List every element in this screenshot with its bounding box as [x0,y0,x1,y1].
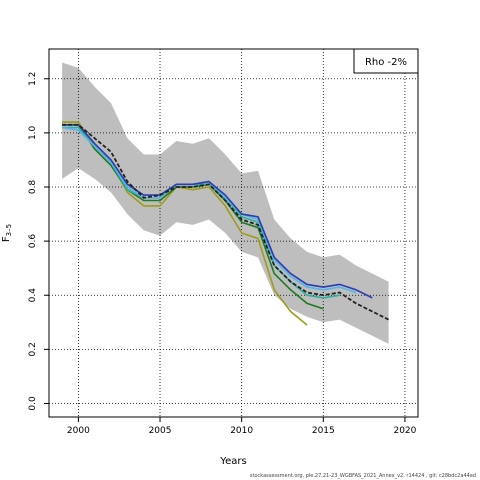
footer-source: stockassessment.org, ple.27.21-23_WGBFAS… [249,473,476,479]
series-line-6 [62,123,390,321]
series-line-2 [62,124,324,310]
y-tick-label-0-4: 0.4 [28,288,38,303]
y-tick-label-0: 0.0 [28,396,38,411]
series-line-5 [62,124,373,299]
x-tick-label-2015: 2015 [312,426,335,436]
y-axis-label: F3–5 [1,224,13,242]
x-tick-label-2020: 2020 [393,426,416,436]
plot-frame [48,48,419,418]
x-axis-label: Years [219,456,246,467]
y-axis-label-sub: 3–5 [5,224,13,236]
x-tick-label-2005: 2005 [149,426,172,436]
y-tick-label-1-2: 1.2 [28,72,38,86]
x-tick-label-2000: 2000 [67,426,90,436]
y-axis-label-main: F [1,236,12,242]
y-tick-label-1: 1.0 [28,125,38,140]
axes-layer: 2000 2005 2010 2015 2020 0.0 0.2 0.4 0.6 0.8 1.0 1.… [28,72,417,436]
y-tick-label-0-2: 0.2 [28,342,38,356]
svg-text:F3–5: F3–5 [1,224,13,242]
confidence-band-layer [62,62,389,344]
x-tick-label-2010: 2010 [230,426,253,436]
annotation-text: Rho -2% [365,57,407,68]
confidence-band [62,62,389,344]
y-tick-label-0-8: 0.8 [28,180,38,195]
series-layer [61,121,390,326]
annotation-box: Rho -2% [353,48,419,74]
y-tick-label-0-6: 0.6 [28,234,38,249]
